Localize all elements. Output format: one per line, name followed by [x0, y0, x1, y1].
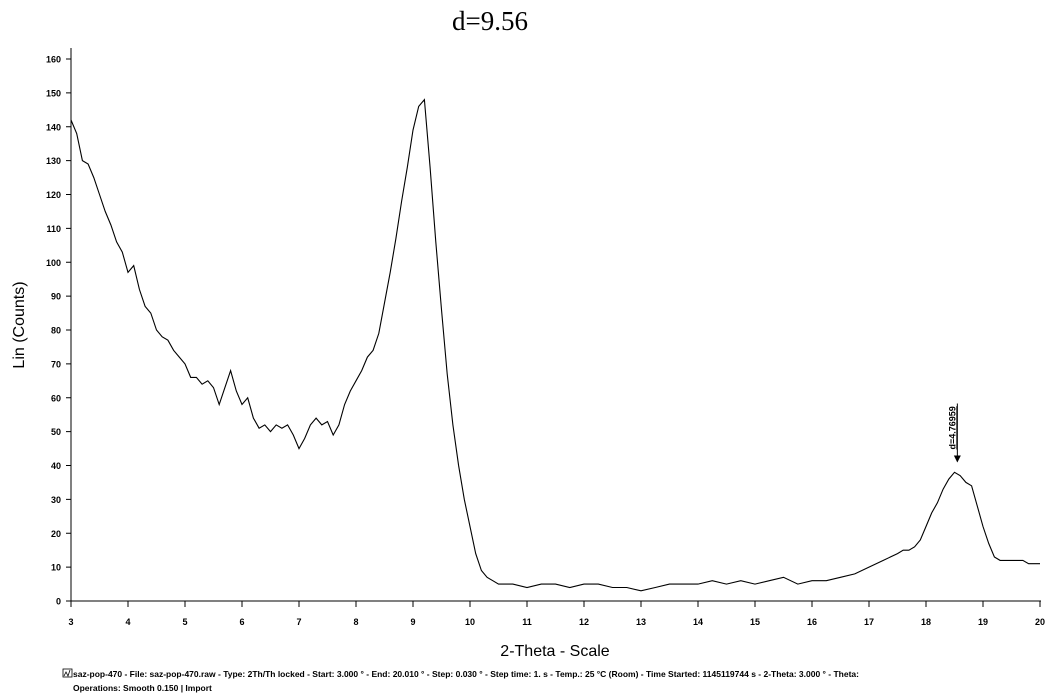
y-tick-label: 120 [46, 190, 61, 200]
x-tick-label: 10 [465, 617, 475, 627]
y-tick-label: 30 [51, 495, 61, 505]
y-tick-label: 20 [51, 529, 61, 539]
x-tick-label: 18 [921, 617, 931, 627]
x-tick-label: 6 [239, 617, 244, 627]
y-tick-label: 80 [51, 326, 61, 336]
annotation-label: d=4.76959 [947, 406, 957, 449]
y-tick-label: 110 [46, 224, 61, 234]
y-tick-label: 50 [51, 427, 61, 437]
x-tick-label: 19 [978, 617, 988, 627]
x-tick-label: 13 [636, 617, 646, 627]
annotation-arrowhead [953, 455, 961, 463]
x-tick-label: 16 [807, 617, 817, 627]
y-tick-label: 130 [46, 156, 61, 166]
scan-icon [62, 668, 73, 678]
data-line [70, 98, 1040, 592]
x-tick-label: 15 [750, 617, 760, 627]
y-tick-label: 90 [51, 292, 61, 302]
y-axis-label: Lin (Counts) [11, 281, 28, 368]
x-tick-label: 9 [410, 617, 415, 627]
x-tick-label: 3 [68, 617, 73, 627]
x-tick-label: 11 [522, 617, 532, 627]
x-tick-label: 8 [353, 617, 358, 627]
x-axis-label: 2-Theta - Scale [500, 643, 609, 660]
x-tick-label: 7 [296, 617, 301, 627]
x-tick-label: 12 [579, 617, 589, 627]
y-tick-label: 150 [46, 88, 61, 98]
chart-title: d=9.56 [452, 6, 528, 36]
y-tick-label: 40 [51, 461, 61, 471]
y-tick-label: 60 [51, 393, 61, 403]
x-tick-label: 5 [182, 617, 187, 627]
y-tick-label: 0 [56, 597, 61, 607]
y-tick-label: 10 [51, 563, 61, 573]
footer-line: saz-pop-470 - File: saz-pop-470.raw - Ty… [73, 669, 859, 679]
y-tick-label: 70 [51, 359, 61, 369]
y-tick-label: 100 [46, 258, 61, 268]
y-tick-label: 140 [46, 122, 61, 132]
x-tick-label: 4 [125, 617, 130, 627]
y-tick-label: 160 [46, 55, 61, 65]
footer-line: Operations: Smooth 0.150 | Import [73, 683, 212, 693]
x-tick-label: 20 [1035, 617, 1045, 627]
scan-icon-glyph [63, 669, 71, 678]
x-tick-label: 17 [864, 617, 874, 627]
x-tick-label: 14 [693, 617, 703, 627]
